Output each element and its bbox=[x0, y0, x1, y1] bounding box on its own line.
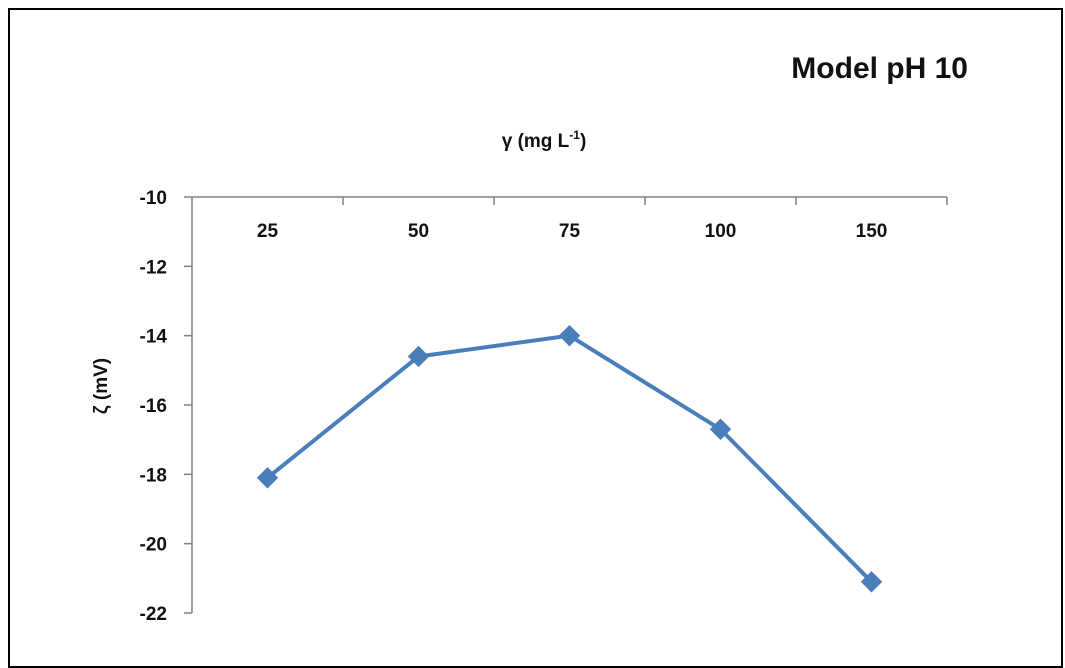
x-tick-label: 50 bbox=[408, 221, 429, 242]
axes bbox=[191, 196, 947, 613]
series-group bbox=[256, 324, 883, 593]
x-tick-label: 150 bbox=[856, 221, 888, 242]
series-line bbox=[266, 333, 873, 584]
y-tick-label: -16 bbox=[140, 396, 167, 417]
x-axis-title-suffix: ) bbox=[580, 131, 586, 152]
y-tick-label: -10 bbox=[140, 188, 167, 209]
y-tick-label: -18 bbox=[140, 465, 167, 486]
x-tick-label: 100 bbox=[705, 221, 737, 242]
x-axis-title-sup: -1 bbox=[569, 128, 580, 142]
x-axis-title: γ (mg L-1) bbox=[502, 128, 587, 152]
y-tick-label: -12 bbox=[140, 257, 167, 278]
chart-title: Model pH 10 bbox=[791, 52, 968, 85]
x-axis-title-main: γ (mg L bbox=[502, 131, 570, 152]
data-point-marker bbox=[558, 324, 581, 347]
y-tick-label: -14 bbox=[140, 327, 168, 348]
x-tick-label: 75 bbox=[559, 221, 581, 242]
x-ticks: 25 50 75 100 150 bbox=[257, 197, 948, 242]
y-axis-title: ζ (mV) bbox=[91, 358, 112, 414]
y-tick-label: -20 bbox=[140, 535, 167, 556]
x-tick-label: 25 bbox=[257, 221, 279, 242]
y-tick-label: -22 bbox=[140, 604, 167, 625]
data-point-marker bbox=[407, 345, 430, 368]
data-point-marker bbox=[860, 571, 883, 593]
y-ticks: -10 -12 -14 -16 -18 -20 -22 bbox=[140, 188, 192, 625]
data-point-marker bbox=[256, 467, 279, 489]
data-point-marker bbox=[709, 418, 732, 440]
